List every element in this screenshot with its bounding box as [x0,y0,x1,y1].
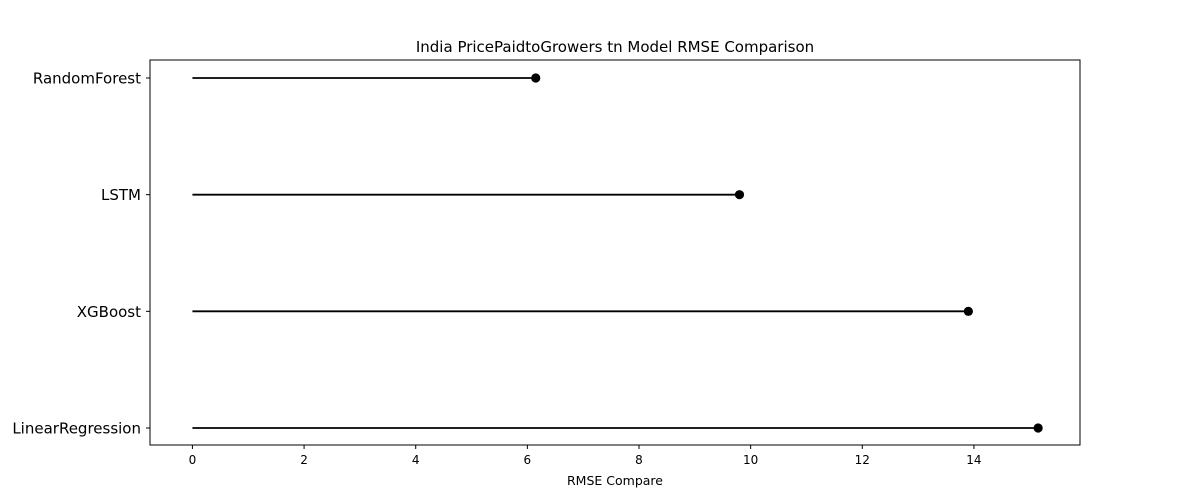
x-tick-label-14: 14 [966,453,981,467]
x-tick-label-2: 2 [300,453,308,467]
marker-xgboost [963,306,973,316]
marker-linearregression [1033,423,1043,433]
marker-lstm [734,190,745,200]
plot-area-frame [149,59,1081,446]
y-axis: RandomForest LSTM XGBoost LinearRegression [12,70,150,438]
x-axis-label: RMSE Compare [567,473,663,488]
x-tick-label-12: 12 [855,453,870,467]
x-tick-label-8: 8 [635,453,643,467]
marker-randomforest [531,73,541,83]
y-tick-label-linearregression: LinearRegression [12,420,141,438]
x-tick-label-6: 6 [524,453,532,467]
x-axis: 0 2 4 6 8 10 12 14 [189,445,982,467]
chart-title: India PricePaidtoGrowers tn Model RMSE C… [416,38,814,56]
chart-marks [192,73,1043,433]
x-tick-label-10: 10 [743,453,758,467]
x-tick-label-4: 4 [412,453,420,467]
x-tick-label-0: 0 [189,453,197,467]
y-tick-label-lstm: LSTM [101,186,141,204]
y-tick-label-randomforest: RandomForest [33,70,141,88]
y-tick-label-xgboost: XGBoost [77,303,141,321]
